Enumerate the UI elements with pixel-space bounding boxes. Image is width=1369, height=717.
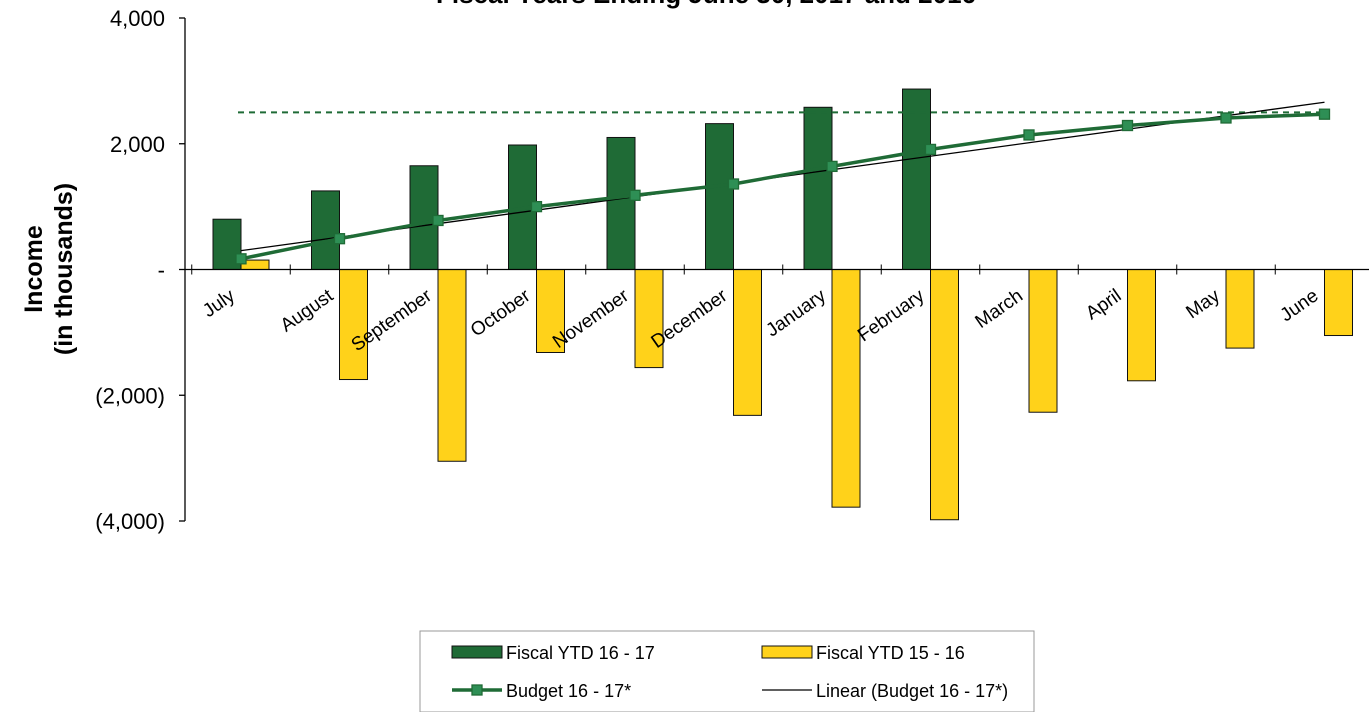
bar-fy1516-april <box>1127 269 1156 382</box>
budget-line <box>240 112 1325 261</box>
y-tick-label: 2,000 <box>110 132 165 157</box>
x-tick-label-june: June <box>1277 285 1323 326</box>
budget-marker-february <box>924 143 937 156</box>
x-tick-label-july: July <box>199 285 239 322</box>
bar-fy1516-june <box>1324 269 1353 337</box>
bar-fy1617-july <box>212 218 242 270</box>
budget-marker-january <box>826 160 838 173</box>
y-tick-label: 4,000 <box>110 6 165 31</box>
bar-fy1516-may <box>1225 269 1255 349</box>
y-axis-label-group: Income (in thousands) <box>20 183 78 355</box>
bar-fy1516-january <box>831 269 861 508</box>
bar-fy1516-october <box>536 269 565 353</box>
x-tick-label-may: May <box>1182 285 1224 323</box>
y-tick-label: - <box>158 258 165 283</box>
bar-fy1516-august <box>339 269 368 381</box>
legend: Fiscal YTD 16 - 17 Fiscal YTD 15 - 16 Budg… <box>419 630 1035 713</box>
budget-marker-may <box>1220 112 1232 124</box>
x-tick-label-august: August <box>277 285 338 337</box>
x-tick-label-february: February <box>854 285 929 346</box>
legend-swatch-fy1617 <box>451 645 503 659</box>
bar-fy1617-january <box>803 106 833 270</box>
plot-area <box>212 88 1353 521</box>
budget-marker-august <box>333 233 346 245</box>
y-axis-label-line-1: Income <box>20 225 48 313</box>
budget-marker-july <box>235 253 247 265</box>
y-tick-label: (4,000) <box>95 509 165 534</box>
legend-label-0: Fiscal YTD 16 - 17 <box>506 643 655 663</box>
y-axis-label-line-2: (in thousands) <box>50 183 78 355</box>
x-tick-label-march: March <box>972 285 1027 332</box>
legend-swatch-fy1516 <box>761 645 813 659</box>
chart-title: Fiscal Years Ending June 30, 2017 and 20… <box>436 0 976 9</box>
x-tick-label-april: April <box>1082 285 1125 324</box>
budget-marker-march <box>1023 129 1035 141</box>
legend-label-3: Linear (Budget 16 - 17*) <box>816 681 1008 701</box>
budget-marker-november <box>629 189 641 201</box>
budget-marker-april <box>1121 119 1134 132</box>
bar-fy1617-february <box>902 88 931 270</box>
x-tick-label-january: January <box>762 285 830 341</box>
legend-label-2: Budget 16 - 17* <box>506 681 631 701</box>
bar-fy1516-september <box>437 269 467 462</box>
budget-marker-september <box>432 214 444 227</box>
budget-marker-december <box>727 178 740 190</box>
bar-fy1617-august <box>311 190 340 270</box>
bar-fy1516-february <box>930 269 959 521</box>
x-tick-label-october: October <box>467 285 535 341</box>
bar-fy1617-november <box>606 136 636 270</box>
legend-swatch-budget-marker <box>471 684 483 696</box>
legend-label-1: Fiscal YTD 15 - 16 <box>816 643 965 663</box>
legend-box <box>419 630 1035 713</box>
bar-fy1516-december <box>733 269 762 416</box>
bar-fy1516-march <box>1028 269 1058 413</box>
budget-marker-october <box>530 200 543 213</box>
budget-marker-june <box>1318 108 1331 120</box>
y-tick-label: (2,000) <box>95 383 165 408</box>
bar-fy1617-december <box>705 123 734 270</box>
